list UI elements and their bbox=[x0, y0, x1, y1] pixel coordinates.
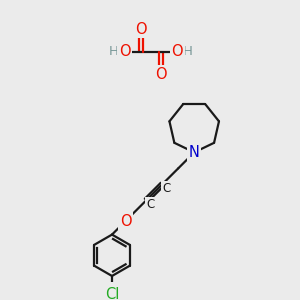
Text: O: O bbox=[119, 44, 130, 59]
Text: H: H bbox=[183, 45, 193, 58]
Text: O: O bbox=[172, 44, 183, 59]
Text: N: N bbox=[189, 145, 200, 160]
Text: O: O bbox=[120, 214, 131, 229]
Text: O: O bbox=[155, 67, 167, 82]
Text: Cl: Cl bbox=[105, 287, 119, 300]
Text: O: O bbox=[135, 22, 146, 37]
Text: C: C bbox=[163, 182, 171, 196]
Text: H: H bbox=[109, 45, 119, 58]
Text: C: C bbox=[147, 198, 155, 212]
